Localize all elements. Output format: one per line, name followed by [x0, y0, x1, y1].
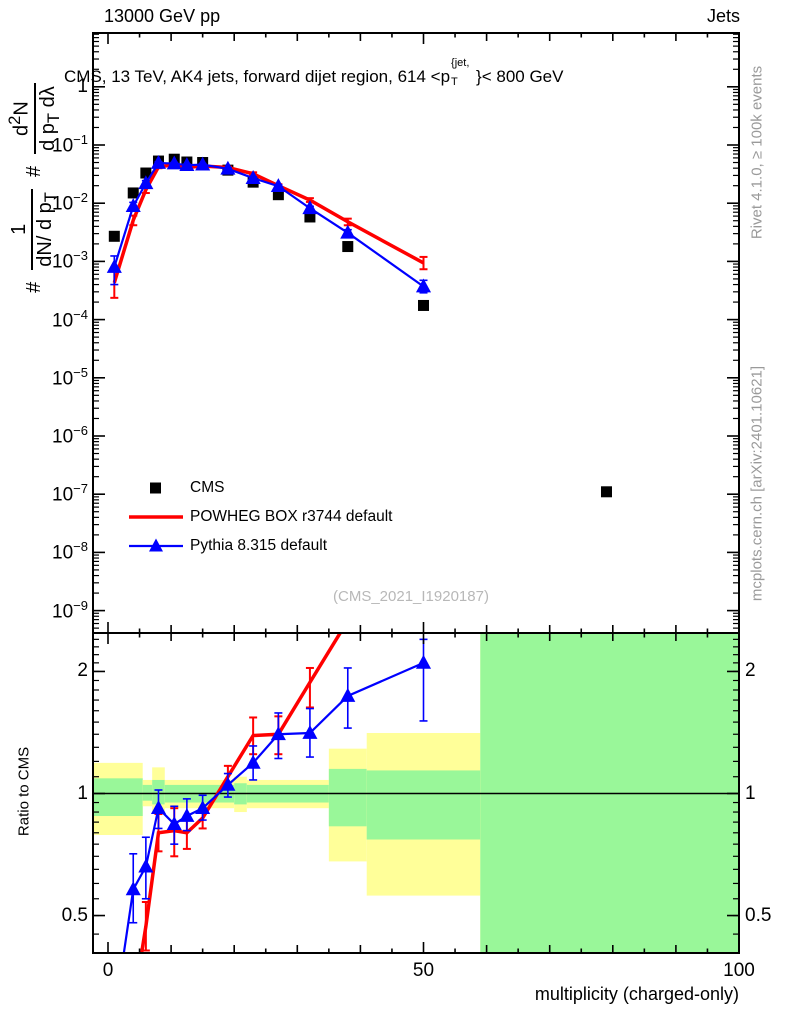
y-label-hash-1: #: [22, 281, 45, 293]
main-plot: [106, 153, 612, 498]
mcplots-arxiv-note: mcplots.cern.ch [arXiv:2401.10621]: [748, 365, 766, 602]
legend-label-pythia: Pythia 8.315 default: [190, 536, 328, 554]
legend: CMS POWHEG BOX r3744 default Pythia 8.31…: [129, 473, 392, 560]
y-tick-label-1e-9: 10−9: [52, 597, 88, 622]
panel-title: CMS, 13 TeV, AK4 jets, forward dijet reg…: [64, 57, 564, 88]
y-tick-label-1e-5: 10−5: [52, 364, 88, 390]
panel-title-supsub: {jet, T: [450, 57, 476, 88]
y-tick-label-1e-6: 10−6: [52, 423, 88, 448]
legend-label-cms: CMS: [190, 478, 225, 496]
powheg-line-marker-icon: [129, 507, 183, 527]
legend-row-pythia: Pythia 8.315 default: [129, 531, 392, 560]
analysis-id-watermark: (CMS_2021_I1920187): [333, 588, 489, 605]
ratio-tick-left-1: 1: [77, 782, 88, 804]
y-tick-label-1e-4: 10−4: [52, 306, 88, 331]
pythia-line-marker-icon: [129, 536, 183, 556]
panel-title-sub: T: [451, 76, 458, 88]
legend-label-powheg: POWHEG BOX r3744 default: [190, 507, 393, 525]
legend-row-cms: CMS: [129, 473, 392, 502]
ratio-tick-right-1: 1: [745, 782, 756, 804]
header-analysis-label: Jets: [706, 6, 740, 26]
ratio-tick-left-2: 2: [77, 660, 88, 682]
x-axis-title: multiplicity (charged-only): [534, 984, 739, 1004]
cms-square-marker-icon: [129, 478, 183, 498]
ratio-plot: [93, 633, 739, 953]
y-tick-label-1e-1: 10−1: [52, 132, 88, 157]
x-tick-label-0: 0: [102, 960, 114, 981]
ratio-tick-right-2: 2: [745, 660, 756, 682]
x-tick-label-50: 50: [412, 960, 435, 981]
panel-title-prefix: CMS, 13 TeV, AK4 jets, forward dijet reg…: [64, 67, 451, 86]
rivet-version-note: Rivet 4.1.0, ≥ 100k events: [748, 65, 766, 240]
header-beam-label: 13000 GeV pp: [104, 6, 221, 26]
x-tick-label-100: 100: [723, 960, 755, 981]
panel-title-suffix: }< 800 GeV: [476, 67, 564, 86]
y-tick-label-1e-2: 10−2: [52, 190, 88, 215]
y-label-frac1-num: 1: [7, 223, 30, 235]
ratio-tick-left-0.5: 0.5: [61, 904, 88, 926]
y-tick-label-1: 1: [77, 75, 88, 97]
y-tick-label-1e-8: 10−8: [52, 539, 88, 564]
y-tick-label-1e-3: 10−3: [52, 248, 88, 273]
ratio-tick-right-0.5: 0.5: [745, 904, 772, 926]
panel-title-sup: {jet,: [451, 57, 470, 69]
y-label-hash-2: #: [22, 165, 45, 178]
legend-row-powheg: POWHEG BOX r3744 default: [129, 502, 392, 531]
y-tick-label-1e-7: 10−7: [52, 481, 88, 506]
